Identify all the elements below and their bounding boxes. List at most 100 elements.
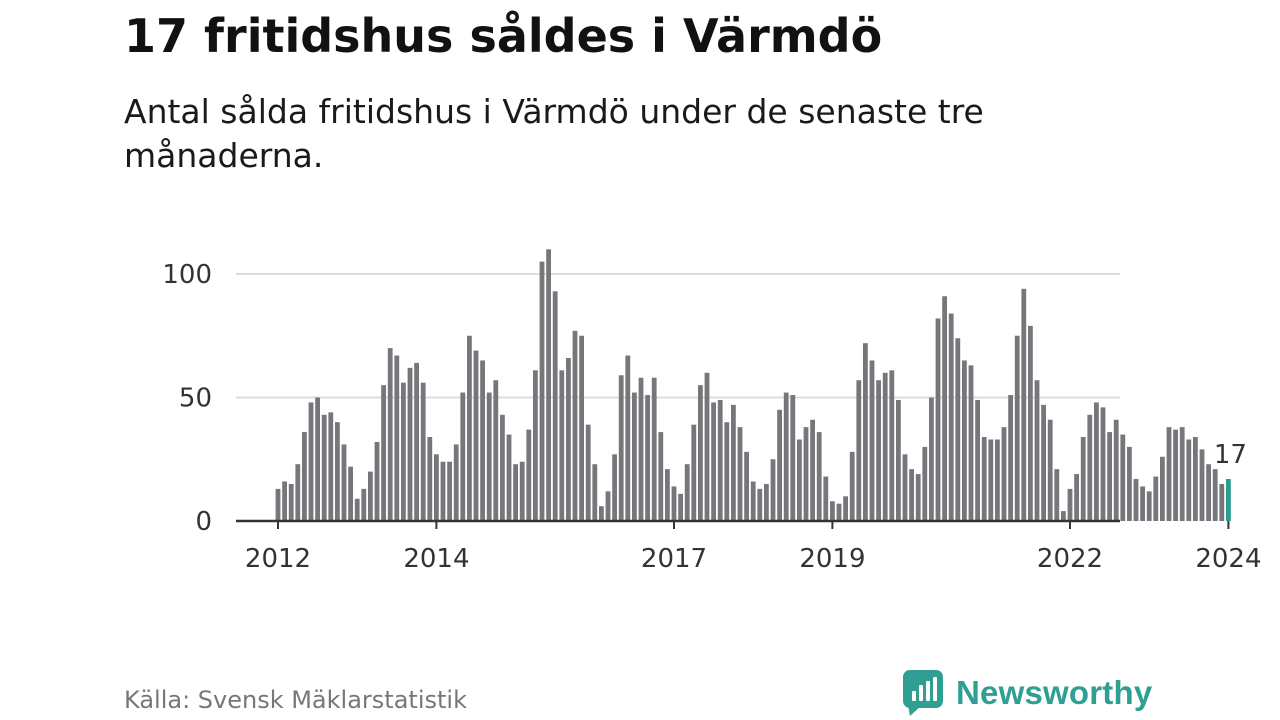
bar: [427, 437, 433, 521]
bar: [566, 357, 571, 521]
bar: [724, 422, 730, 521]
bar: [717, 399, 723, 521]
bar: [572, 330, 578, 521]
bar: [335, 422, 340, 521]
bar: [1094, 402, 1099, 521]
bar: [704, 372, 710, 521]
bar: [480, 360, 485, 521]
bar: [533, 370, 538, 521]
x-tick-label: 2022: [1037, 544, 1103, 574]
bar: [783, 392, 789, 521]
bar: [988, 439, 994, 521]
bar: [506, 434, 512, 521]
bar: [869, 360, 875, 521]
bar: [1127, 446, 1132, 521]
bar: [1100, 407, 1106, 521]
bar: [1179, 427, 1185, 521]
bar: [473, 350, 479, 521]
bar: [1021, 288, 1027, 521]
bar: [711, 402, 716, 521]
y-tick-label: 0: [195, 507, 212, 537]
bar: [942, 296, 947, 521]
gridlines: [236, 273, 1120, 399]
bar: [302, 432, 307, 521]
bar: [849, 451, 855, 521]
bar: [625, 355, 631, 521]
x-tick-label: 2012: [245, 544, 311, 574]
bar: [407, 367, 413, 521]
bar: [486, 392, 492, 521]
bar: [968, 365, 974, 521]
bar: [1034, 380, 1040, 521]
bar: [777, 409, 782, 521]
bar: [1061, 511, 1066, 521]
bar: [678, 493, 683, 521]
bar: [321, 414, 327, 521]
bar: [579, 335, 584, 521]
bar: [1120, 434, 1126, 521]
bar: [915, 474, 921, 521]
bar: [1074, 474, 1079, 521]
bar: [889, 370, 895, 521]
bar: [414, 362, 419, 521]
bar: [744, 451, 749, 521]
bar: [698, 385, 703, 521]
bar: [981, 437, 987, 521]
bar: [882, 372, 888, 521]
bar: [1160, 456, 1165, 521]
bar: [592, 464, 598, 521]
bar: [790, 395, 796, 521]
bars: [275, 249, 1231, 522]
bar: [955, 338, 961, 521]
y-tick-label: 100: [162, 260, 212, 290]
bar: [1001, 427, 1007, 521]
chart-title: 17 fritidshus såldes i Värmdö: [124, 9, 883, 63]
bar: [1133, 479, 1139, 521]
annotations: 17: [1214, 440, 1247, 470]
bar: [823, 476, 829, 521]
bar: [288, 483, 294, 521]
bar: [816, 432, 822, 521]
bar: [1193, 437, 1198, 521]
bar: [975, 399, 980, 521]
bar: [876, 380, 881, 521]
bar: [1166, 427, 1172, 521]
bar: [856, 380, 862, 521]
bar: [995, 439, 1000, 521]
bar: [797, 439, 802, 521]
chart-subtitle: Antal sålda fritidshus i Värmdö under de…: [124, 92, 984, 175]
bar: [764, 483, 769, 521]
bar: [658, 432, 664, 521]
bar: [500, 414, 505, 521]
bar: [348, 466, 353, 521]
bar: [460, 392, 466, 521]
bar: [803, 427, 809, 521]
bar: [308, 402, 314, 521]
bar: [328, 412, 334, 521]
bar: [896, 399, 901, 521]
bar: [374, 441, 380, 521]
bar: [935, 318, 941, 521]
brand-logo: Newsworthy: [902, 668, 1152, 718]
bar: [1140, 486, 1145, 521]
bar: [447, 461, 452, 521]
bar: [546, 249, 551, 522]
brand-name: Newsworthy: [956, 674, 1153, 711]
bar: [599, 506, 604, 521]
bar: [691, 424, 697, 521]
bar: [387, 348, 393, 521]
x-tick-label: 2019: [799, 544, 865, 574]
bar: [1212, 469, 1218, 521]
bar: [513, 464, 518, 521]
bar-highlight: [1226, 479, 1231, 521]
bar: [638, 377, 644, 521]
bar: [863, 343, 868, 521]
bar: [1153, 476, 1159, 521]
bar: [750, 481, 756, 521]
bar: [539, 261, 545, 521]
bar: [836, 503, 842, 521]
bar: [1113, 419, 1119, 521]
bar: [420, 382, 426, 521]
bar: [1206, 464, 1211, 521]
bar: [843, 496, 848, 521]
